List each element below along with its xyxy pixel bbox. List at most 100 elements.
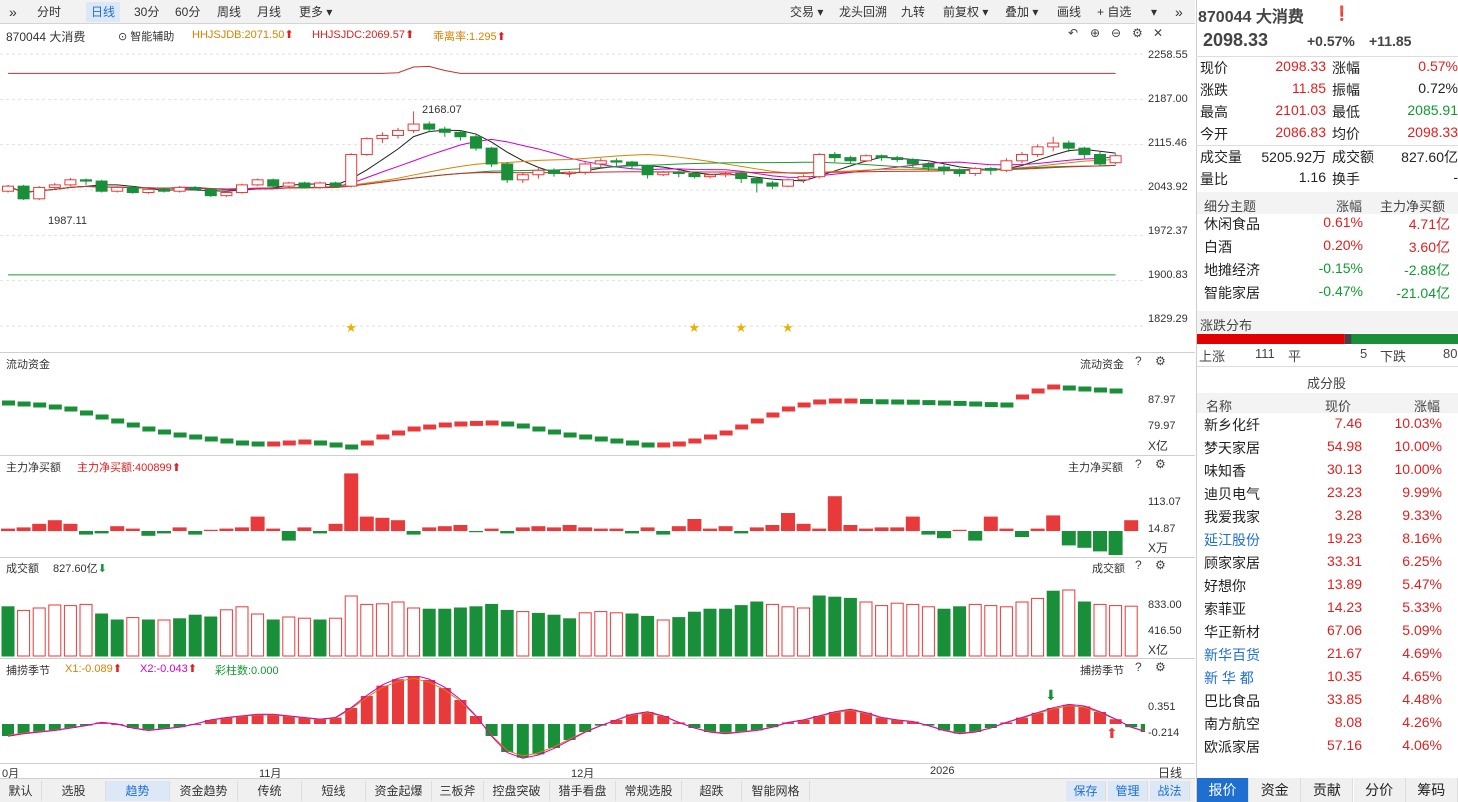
stock-row[interactable]: 味知香 30.13 10.00%	[1196, 461, 1458, 483]
amount-title: 成交额	[6, 563, 39, 575]
bottom-tab[interactable]: 短线	[302, 781, 366, 801]
stock-row[interactable]: 巴比食品 33.85 4.48%	[1196, 691, 1458, 713]
candle-body	[563, 171, 576, 174]
net-bar	[874, 527, 889, 531]
theme-row[interactable]: 白酒 0.20% 3.60亿	[1196, 237, 1458, 259]
bottom-tabbar: 默认 选股 趋势 资金趋势 传统 短线 资金起爆 三板斧 控盘突破 猎手看盘 常…	[0, 778, 1195, 802]
season-bar	[1062, 704, 1075, 724]
zoom-out-icon[interactable]: ⊖	[1111, 26, 1122, 40]
candle-body	[220, 191, 233, 197]
help-icon[interactable]: ?	[1135, 558, 1142, 572]
flow-segment	[766, 412, 780, 418]
bottom-tab[interactable]: 智能网格	[742, 781, 810, 801]
quote-tab[interactable]: 报价	[1197, 778, 1249, 802]
save-button[interactable]: 保存	[1066, 781, 1106, 801]
col-pct[interactable]: 涨幅	[1414, 399, 1441, 414]
net-bar	[578, 527, 593, 531]
bottom-tab[interactable]: 控盘突破	[484, 781, 550, 801]
help-icon[interactable]: ?	[1135, 660, 1142, 674]
settings-icon[interactable]: ⚙	[1155, 457, 1166, 471]
flow-segment	[329, 442, 343, 448]
bottom-tab[interactable]: 超跌	[682, 781, 742, 801]
zoom-in-icon[interactable]: ⊕	[1090, 26, 1101, 40]
tab-monthly[interactable]: 月线	[257, 5, 282, 19]
add-favorite-button[interactable]: + 自选	[1097, 5, 1132, 19]
help-icon[interactable]: ?	[1135, 354, 1142, 368]
bottom-tab[interactable]: 资金起爆	[366, 781, 432, 801]
tab-daily[interactable]: 日线	[86, 2, 121, 22]
tab-weekly[interactable]: 周线	[217, 5, 242, 19]
bottom-tab[interactable]: 默认	[0, 781, 42, 801]
stock-row[interactable]: 延江股份 19.23 8.16%	[1196, 530, 1458, 552]
refresh-icon[interactable]: ↶	[1068, 26, 1079, 40]
stock-row[interactable]: 南方航空 8.08 4.26%	[1196, 714, 1458, 736]
amount-bar	[1, 606, 15, 657]
more-dropdown[interactable]: 更多 ▾	[299, 5, 333, 19]
stock-row[interactable]: 华正新材 67.06 5.09%	[1196, 622, 1458, 644]
stock-row[interactable]: 新华百货 21.67 4.69%	[1196, 645, 1458, 667]
stock-row[interactable]: 新乡化纤 7.46 10.03%	[1196, 415, 1458, 437]
stock-row[interactable]: 新 华 都 10.35 4.65%	[1196, 668, 1458, 690]
flow-segment	[657, 442, 671, 448]
candlestick-chart[interactable]: ★ ★ ★ ★	[0, 42, 1145, 352]
amount-bar	[578, 612, 592, 657]
net-bar	[1046, 515, 1061, 531]
settings-icon[interactable]: ⚙	[1155, 660, 1166, 674]
net-buy-chart[interactable]	[0, 473, 1145, 557]
collapse-icon[interactable]: »	[9, 4, 17, 20]
stock-row[interactable]: 顾家家居 33.31 6.25%	[1196, 553, 1458, 575]
stock-pct: 8.16%	[1402, 530, 1442, 546]
flow-chart[interactable]	[0, 370, 1145, 456]
trade-dropdown[interactable]: 交易 ▾	[790, 5, 824, 19]
leader-backtrack-button[interactable]: 龙头回溯	[839, 5, 888, 19]
tab-timeshare[interactable]: 分时	[37, 5, 62, 19]
adjust-dropdown[interactable]: 前复权 ▾	[943, 5, 989, 19]
settings-icon[interactable]: ⚙	[1132, 26, 1143, 40]
stock-row[interactable]: 我爱我家 3.28 9.33%	[1196, 507, 1458, 529]
smart-assist-toggle[interactable]: ⊙ 智能辅助	[118, 31, 175, 43]
bottom-tab[interactable]: 资金趋势	[170, 781, 238, 801]
hhjsjdc-value: HHJSJDC:2069.57⬆	[312, 29, 415, 41]
stock-row[interactable]: 欧派家居 57.16 4.06%	[1196, 737, 1458, 759]
settings-icon[interactable]: ⚙	[1155, 558, 1166, 572]
favorite-dropdown-icon[interactable]: ▾	[1151, 5, 1158, 19]
bottom-tab[interactable]: 传统	[238, 781, 302, 801]
help-icon[interactable]: ?	[1135, 457, 1142, 471]
quote-tab[interactable]: 分价	[1353, 778, 1406, 802]
col-price[interactable]: 现价	[1325, 399, 1352, 414]
stock-row[interactable]: 好想你 13.89 5.47%	[1196, 576, 1458, 598]
tab-30min[interactable]: 30分	[134, 5, 160, 19]
expand-icon[interactable]: »	[1175, 4, 1183, 20]
net-value: 主力净买额:400899⬆	[77, 462, 181, 474]
stock-row[interactable]: 迪贝电气 23.23 9.99%	[1196, 484, 1458, 506]
stock-row[interactable]: 梦天家居 54.98 10.00%	[1196, 438, 1458, 460]
manage-button[interactable]: 管理	[1108, 781, 1148, 801]
net-bar	[812, 528, 827, 531]
settings-icon[interactable]: ⚙	[1155, 354, 1166, 368]
bottom-tab[interactable]: 趋势	[106, 781, 170, 801]
tab-60min[interactable]: 60分	[175, 5, 201, 19]
amount-chart[interactable]	[0, 574, 1145, 658]
theme-row[interactable]: 地摊经济 -0.15% -2.88亿	[1196, 260, 1458, 282]
theme-row[interactable]: 休闲食品 0.61% 4.71亿	[1196, 214, 1458, 236]
quote-tab[interactable]: 贡献	[1301, 778, 1354, 802]
stock-name: 味知香	[1204, 463, 1246, 479]
bottom-tab[interactable]: 三板斧	[432, 781, 484, 801]
info-icon[interactable]: ❗	[1333, 5, 1351, 21]
close-icon[interactable]: ✕	[1153, 26, 1164, 40]
season-chart[interactable]: ⬇⬆	[0, 676, 1145, 764]
theme-row[interactable]: 智能家居 -0.47% -21.04亿	[1196, 283, 1458, 305]
col-name[interactable]: 名称	[1206, 399, 1233, 414]
nine-turn-button[interactable]: 九转	[901, 5, 926, 19]
quote-tab[interactable]: 资金	[1249, 778, 1302, 802]
bottom-tab[interactable]: 猎手看盘	[550, 781, 616, 801]
overlay-dropdown[interactable]: 叠加 ▾	[1005, 5, 1039, 19]
net-bar	[219, 528, 234, 531]
stock-row[interactable]: 索菲亚 14.23 5.33%	[1196, 599, 1458, 621]
bottom-tab[interactable]: 选股	[42, 781, 106, 801]
flow-segment	[1062, 385, 1076, 391]
draw-line-button[interactable]: 画线	[1057, 5, 1082, 19]
strategy-button[interactable]: 战法	[1150, 781, 1190, 801]
bottom-tab[interactable]: 常规选股	[616, 781, 682, 801]
quote-tab[interactable]: 筹码	[1405, 778, 1458, 802]
